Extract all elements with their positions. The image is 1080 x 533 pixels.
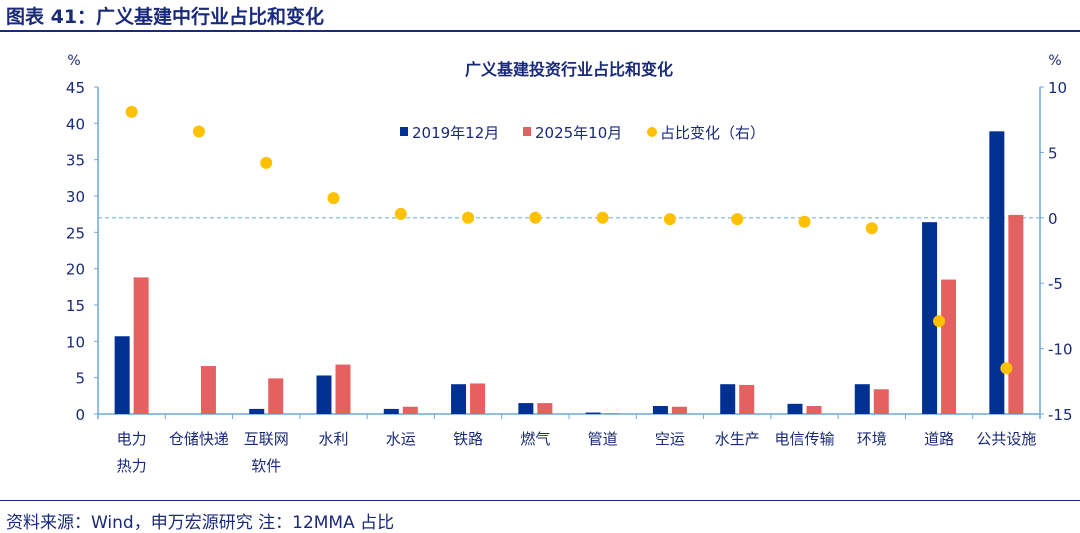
bar-2025-10 <box>268 378 284 414</box>
x-tick-label: 燃气 <box>520 430 550 448</box>
change-dot <box>731 213 744 226</box>
right-tick-label: -5 <box>1048 275 1063 293</box>
bar-2019-12 <box>854 384 870 414</box>
change-dot <box>394 207 407 220</box>
x-tick-label: 水利 <box>318 430 348 448</box>
x-tick-label: 公共设施 <box>976 430 1036 448</box>
x-tick-label: 空运 <box>655 430 685 448</box>
x-tick-label: 电力 <box>117 430 147 448</box>
x-tick-label: 互联网 <box>244 430 289 448</box>
bar-2019-12 <box>518 403 534 414</box>
x-tick-label: 铁路 <box>453 430 483 448</box>
bar-2025-10 <box>604 413 620 414</box>
x-tick-label: 管道 <box>588 430 618 448</box>
legend-swatch <box>523 127 531 136</box>
change-dot <box>529 211 542 224</box>
change-dot <box>125 105 138 118</box>
bar-2019-12 <box>787 403 803 414</box>
change-dot <box>260 156 273 169</box>
left-tick-label: 40 <box>66 115 85 133</box>
right-axis-unit: % <box>1048 53 1061 69</box>
bar-2019-12 <box>316 375 332 414</box>
legend-swatch <box>647 127 657 137</box>
bar-2025-10 <box>537 403 553 414</box>
bar-2025-10 <box>873 389 889 414</box>
x-tick-label: 环境 <box>857 430 887 448</box>
bar-2025-10 <box>402 406 418 414</box>
figure-title: 图表 41：广义基建中行业占比和变化 <box>6 6 325 28</box>
legend: 2019年12月 2025年10月 占比变化（右） <box>400 124 765 142</box>
legend-label: 2025年10月 <box>535 124 622 142</box>
change-dot <box>327 192 340 205</box>
left-tick-label: 25 <box>66 224 85 242</box>
legend-swatch <box>400 127 408 136</box>
bar-2025-10 <box>941 279 957 414</box>
bar-2019-12 <box>922 222 938 414</box>
x-tick-label: 软件 <box>251 457 281 475</box>
bar-2019-12 <box>114 336 130 414</box>
chart: 广义基建投资行业占比和变化 % % 0 5 10 15 20 25 30 35 40 45 -15 -… <box>66 53 1073 475</box>
change-dot <box>462 211 475 224</box>
bar-2025-10 <box>470 383 486 414</box>
right-tick-label: 5 <box>1048 144 1058 162</box>
right-tick-label: 0 <box>1048 210 1058 228</box>
bar-2019-12 <box>720 384 736 414</box>
x-tick-label: 电信传输 <box>774 430 834 448</box>
left-tick-label: 20 <box>66 261 85 279</box>
bar-2025-10 <box>200 366 216 414</box>
legend-label: 占比变化（右） <box>660 124 765 142</box>
bottom-divider <box>0 500 1080 501</box>
x-tick-label: 热力 <box>117 457 147 475</box>
x-tick-label: 水生产 <box>715 430 760 448</box>
bar-2025-10 <box>671 406 687 414</box>
change-dot <box>1000 362 1013 375</box>
bar-2019-12 <box>451 384 467 414</box>
bar-2019-12 <box>989 131 1005 414</box>
top-divider <box>0 30 1080 32</box>
bar-2019-12 <box>585 412 601 414</box>
change-dot <box>865 222 878 235</box>
x-tick-label: 道路 <box>924 430 954 448</box>
left-tick-label: 10 <box>66 333 85 351</box>
bar-2019-12 <box>383 408 399 414</box>
source-note: 资料来源：Wind，申万宏源研究 注：12MMA 占比 <box>6 513 395 533</box>
change-dot <box>192 125 205 138</box>
left-axis-unit: % <box>67 53 80 69</box>
change-dot <box>798 215 811 228</box>
left-tick-label: 5 <box>75 370 85 388</box>
left-tick-label: 0 <box>75 406 85 424</box>
right-tick-label: 10 <box>1048 79 1067 97</box>
legend-label: 2019年12月 <box>412 124 499 142</box>
change-dot <box>596 211 609 224</box>
right-tick-label: -10 <box>1048 341 1073 359</box>
bar-2019-12 <box>249 408 265 414</box>
x-tick-label: 仓储快递 <box>169 430 229 448</box>
bar-2025-10 <box>1008 214 1024 414</box>
left-tick-label: 45 <box>66 79 85 97</box>
bar-2025-10 <box>335 364 351 414</box>
bar-2025-10 <box>806 406 822 414</box>
change-dot <box>663 213 676 226</box>
left-tick-label: 35 <box>66 152 85 170</box>
change-dot <box>933 315 946 328</box>
left-tick-label: 30 <box>66 188 85 206</box>
chart-title: 广义基建投资行业占比和变化 <box>465 60 673 79</box>
bar-2025-10 <box>133 277 149 414</box>
bar-2025-10 <box>739 384 755 414</box>
right-tick-label: -15 <box>1048 406 1073 424</box>
bar-2019-12 <box>652 406 668 414</box>
left-tick-label: 15 <box>66 297 85 315</box>
x-tick-label: 水运 <box>386 430 416 448</box>
